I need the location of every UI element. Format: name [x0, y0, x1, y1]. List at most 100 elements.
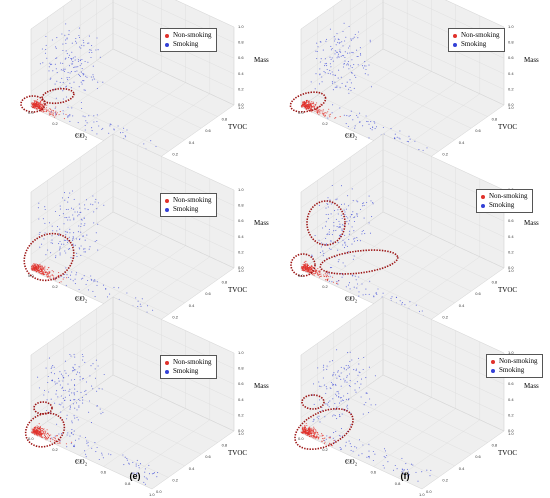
- smoking-point: [396, 136, 398, 138]
- non-smoking-point: [306, 263, 308, 265]
- smoking-point: [69, 405, 71, 407]
- non-smoking-point: [32, 270, 34, 272]
- smoking-point: [347, 61, 349, 63]
- non-smoking-point: [334, 117, 336, 119]
- non-smoking-point: [35, 432, 37, 434]
- smoking-point: [62, 43, 64, 45]
- smoking-point: [73, 415, 75, 417]
- x-tick-label: 0.0: [298, 436, 304, 441]
- smoking-point: [64, 370, 66, 372]
- gridline: [103, 82, 186, 141]
- y-tick-label: 0.4: [189, 303, 195, 308]
- smoking-point: [349, 230, 351, 232]
- non-smoking-point: [50, 113, 52, 115]
- smoking-point: [333, 221, 335, 224]
- smoking-point: [56, 390, 58, 392]
- smoking-point: [334, 439, 336, 441]
- smoking-point: [335, 199, 337, 201]
- y-tick-label: 0.6: [205, 291, 211, 296]
- smoking-point: [138, 474, 140, 476]
- gridline: [382, 17, 505, 74]
- smoking-point: [408, 474, 410, 476]
- x-tick-label: 0.0: [298, 110, 304, 115]
- smoking-point: [353, 230, 355, 232]
- smoking-point: [62, 110, 64, 112]
- smoking-point: [148, 464, 150, 466]
- non-smoking-point: [31, 102, 33, 104]
- gridline: [103, 408, 186, 467]
- smoking-point: [316, 416, 318, 418]
- non-smoking-point: [328, 114, 330, 116]
- smoking-point: [401, 468, 403, 470]
- smoking-point: [138, 464, 140, 467]
- smoking-point: [63, 376, 65, 378]
- non-smoking-point: [45, 438, 47, 440]
- smoking-point: [352, 119, 354, 121]
- smoking-point: [90, 203, 92, 205]
- smoking-point: [68, 56, 70, 59]
- y-tick-label: 0.2: [442, 314, 448, 319]
- smoking-point: [77, 59, 79, 61]
- smoking-point: [332, 437, 334, 439]
- smoking-point: [63, 192, 66, 194]
- smoking-point: [326, 368, 328, 370]
- smoking-point: [98, 458, 100, 461]
- smoking-point: [430, 469, 432, 471]
- gridline: [382, 196, 505, 253]
- smoking-point: [369, 398, 371, 400]
- non-smoking-point: [304, 266, 306, 268]
- smoking-point: [59, 254, 61, 256]
- gridline: [373, 82, 456, 141]
- smoking-point: [322, 255, 324, 257]
- non-smoking-point: [323, 437, 325, 440]
- smoking-point: [311, 254, 313, 256]
- smoking-point: [83, 89, 85, 91]
- smoking-point: [102, 411, 104, 413]
- smoking-point: [353, 286, 355, 288]
- smoking-point: [334, 81, 336, 83]
- non-smoking-point: [310, 433, 312, 435]
- smoking-point: [349, 288, 351, 290]
- smoking-point: [361, 233, 363, 235]
- non-smoking-point: [307, 267, 309, 269]
- non-smoking-point: [55, 106, 57, 108]
- plot-3d: 0.00.00.00.20.20.20.40.40.40.60.60.60.80…: [289, 0, 514, 171]
- non-smoking-point: [44, 269, 46, 271]
- smoking-point: [335, 374, 337, 376]
- smoking-point: [340, 51, 342, 53]
- smoking-point: [339, 49, 341, 51]
- non-smoking-point: [31, 428, 33, 430]
- non-smoking-point: [39, 435, 41, 437]
- smoking-point: [358, 363, 360, 365]
- smoking-point: [90, 76, 92, 78]
- non-smoking-point: [318, 114, 320, 116]
- smoking-point: [82, 39, 84, 41]
- non-smoking-point: [309, 103, 311, 106]
- non-smoking-point: [312, 430, 314, 432]
- non-smoking-point: [302, 426, 304, 429]
- y-tick-label: 0.0: [426, 489, 432, 494]
- non-smoking-point: [35, 426, 37, 428]
- smoking-point: [346, 381, 348, 383]
- smoking-point: [80, 225, 82, 228]
- non-smoking-point: [305, 264, 307, 266]
- smoking-point: [402, 470, 404, 472]
- non-smoking-point: [41, 433, 43, 435]
- smoking-point: [347, 367, 349, 369]
- smoking-point: [81, 107, 83, 110]
- smoking-point: [365, 401, 367, 404]
- smoking-point: [336, 85, 338, 87]
- smoking-point: [81, 63, 83, 65]
- smoking-point: [325, 207, 327, 209]
- gridline: [300, 165, 384, 224]
- smoking-point: [331, 360, 334, 362]
- smoking-point: [406, 468, 408, 470]
- non-smoking-point: [324, 114, 326, 116]
- smoking-point: [91, 127, 93, 129]
- smoking-point: [48, 70, 50, 72]
- smoking-point: [85, 283, 87, 285]
- z-tick-label: 0.8: [508, 40, 514, 45]
- x-axis-title: CO₂: [345, 295, 358, 303]
- gridline: [397, 419, 480, 478]
